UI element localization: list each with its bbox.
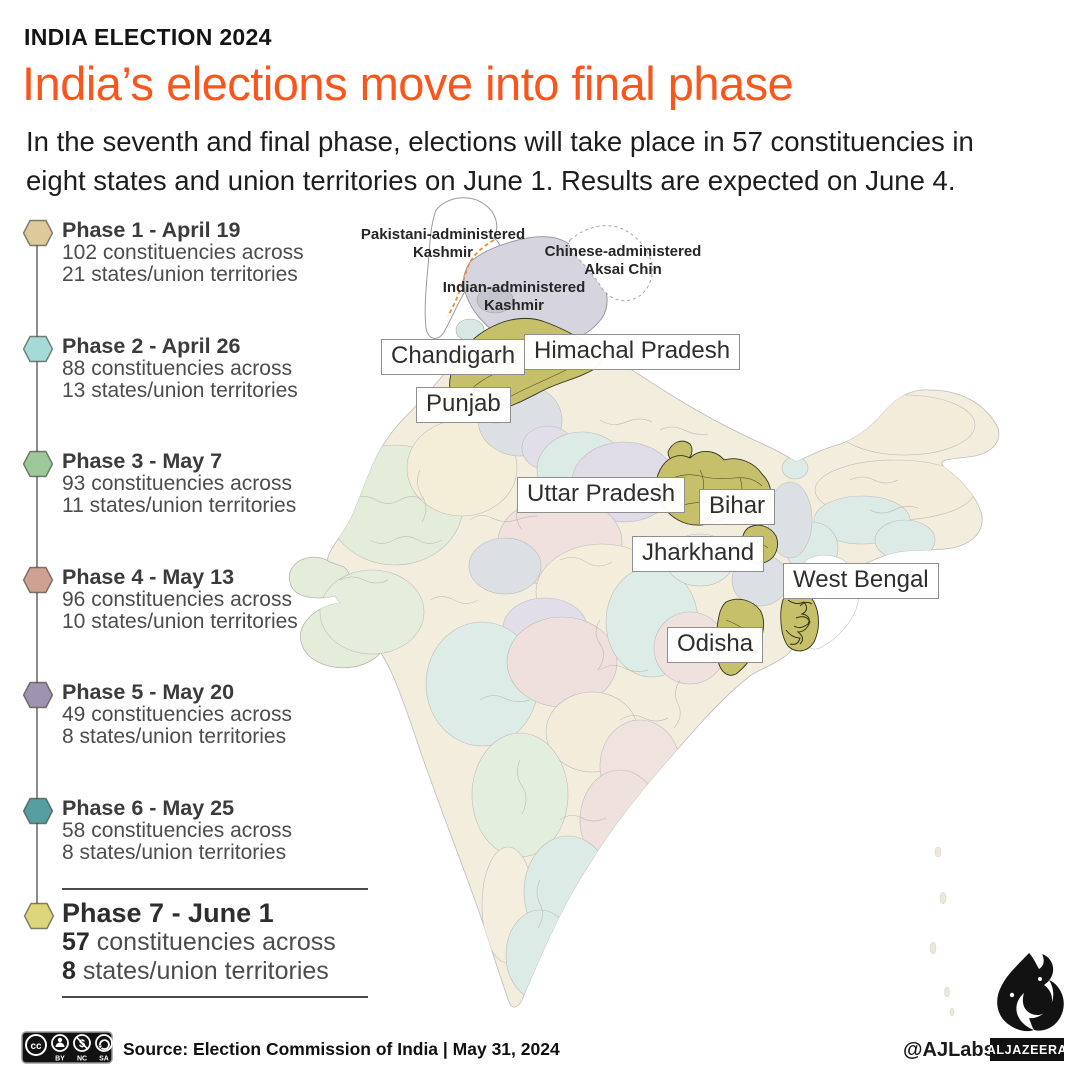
ajlabs-credit: @AJLabs — [903, 1039, 995, 1061]
phase-line2: 8 states/union territories — [62, 725, 287, 748]
divider-top — [62, 888, 368, 890]
phase-title: Phase 3 - May 7 — [62, 449, 223, 473]
cc-icon: cc — [25, 1034, 47, 1056]
svg-text:SA: SA — [99, 1056, 109, 1063]
phase-title: Phase 2 - April 26 — [62, 334, 241, 358]
phase-hexagon-icon — [22, 681, 54, 709]
annotation-indian-administered-kashmir: Indian-administered Kashmir — [442, 279, 586, 314]
line-of-control — [447, 239, 495, 317]
phase-line2: 8 states/union territories — [62, 841, 287, 864]
cc-by-icon — [51, 1034, 69, 1052]
state-label-himachal-pradesh: Himachal Pradesh — [524, 334, 741, 370]
phase-title: Phase 5 - May 20 — [62, 680, 235, 704]
cc-sa-icon — [95, 1034, 113, 1052]
final-phase-line2: 8 states/union territories — [62, 957, 329, 985]
state-label-bihar: Bihar — [699, 489, 776, 525]
state-label-chandigarh: Chandigarh — [381, 339, 526, 375]
phase-hexagon-icon — [23, 902, 55, 930]
cc-nc-icon: $ — [73, 1034, 91, 1052]
phase-line1: 58 constituencies across — [62, 819, 292, 842]
timeline-phase-item: Phase 5 - May 20 49 constituencies acros… — [22, 680, 352, 748]
annotation-chinese-administered-aksai-chin: Chinese-administered Aksai Chin — [544, 243, 702, 278]
subtitle-line-1: In the seventh and final phase, election… — [26, 126, 974, 157]
state-label-jharkhand: Jharkhand — [632, 536, 765, 572]
divider-bottom — [62, 996, 368, 998]
subtitle: In the seventh and final phase, election… — [26, 122, 1036, 200]
page-title: India’s elections move into final phase — [22, 57, 794, 110]
timeline-phase-item: Phase 4 - May 13 96 constituencies acros… — [22, 565, 352, 633]
svg-text:NC: NC — [77, 1056, 87, 1063]
state-label-punjab: Punjab — [416, 387, 511, 423]
phase-title: Phase 6 - May 25 — [62, 796, 235, 820]
phase-title: Phase 4 - May 13 — [62, 565, 235, 589]
phase-line2: 13 states/union territories — [62, 379, 298, 402]
aksai-chin-shape — [568, 225, 653, 302]
creative-commons-badge: cc $ BY NC SA — [21, 1031, 113, 1064]
annotation-pakistani-administered-kashmir: Pakistani-administered Kashmir — [360, 226, 526, 261]
phase-hexagon-icon — [22, 219, 54, 247]
final-phase-block: Phase 7 - June 1 57 constituencies acros… — [22, 888, 374, 998]
subtitle-line-2: eight states and union territories on Ju… — [26, 165, 956, 196]
timeline-phase-item: Phase 6 - May 25 58 constituencies acros… — [22, 796, 352, 864]
aljazeera-wordmark: ALJAZEERA — [987, 1038, 1067, 1061]
phase-line1: 102 constituencies across — [62, 241, 304, 264]
state-label-uttar-pradesh: Uttar Pradesh — [517, 477, 686, 513]
phase-line1: 88 constituencies across — [62, 357, 292, 380]
phase-line1: 49 constituencies across — [62, 703, 292, 726]
phase-line1: 93 constituencies across — [62, 472, 292, 495]
phase-line2: 10 states/union territories — [62, 610, 298, 633]
timeline-phase-item: Phase 1 - April 19 102 constituencies ac… — [22, 218, 352, 286]
kicker: INDIA ELECTION 2024 — [24, 24, 272, 50]
timeline-phase-item: Phase 2 - April 26 88 constituencies acr… — [22, 334, 352, 402]
phase-hexagon-icon — [22, 450, 54, 478]
final-phase-title: Phase 7 - June 1 — [62, 898, 274, 928]
timeline-phase-item: Phase 3 - May 7 93 constituencies across… — [22, 449, 352, 517]
phase-hexagon-icon — [22, 335, 54, 363]
state-label-odisha: Odisha — [667, 627, 764, 663]
phase-line1: 96 constituencies across — [62, 588, 292, 611]
svg-text:cc: cc — [30, 1041, 42, 1052]
phase-hexagon-icon — [22, 797, 54, 825]
aljazeera-logo-icon — [997, 953, 1064, 1032]
final-phase-line1: 57 constituencies across — [62, 928, 336, 956]
source-line: Source: Election Commission of India | M… — [123, 1039, 560, 1059]
phase-line2: 21 states/union territories — [62, 263, 298, 286]
state-label-west-bengal: West Bengal — [783, 563, 939, 599]
phase-title: Phase 1 - April 19 — [62, 218, 241, 242]
svg-text:BY: BY — [55, 1056, 65, 1063]
phase-line2: 11 states/union territories — [62, 494, 297, 517]
phase-hexagon-icon — [22, 566, 54, 594]
